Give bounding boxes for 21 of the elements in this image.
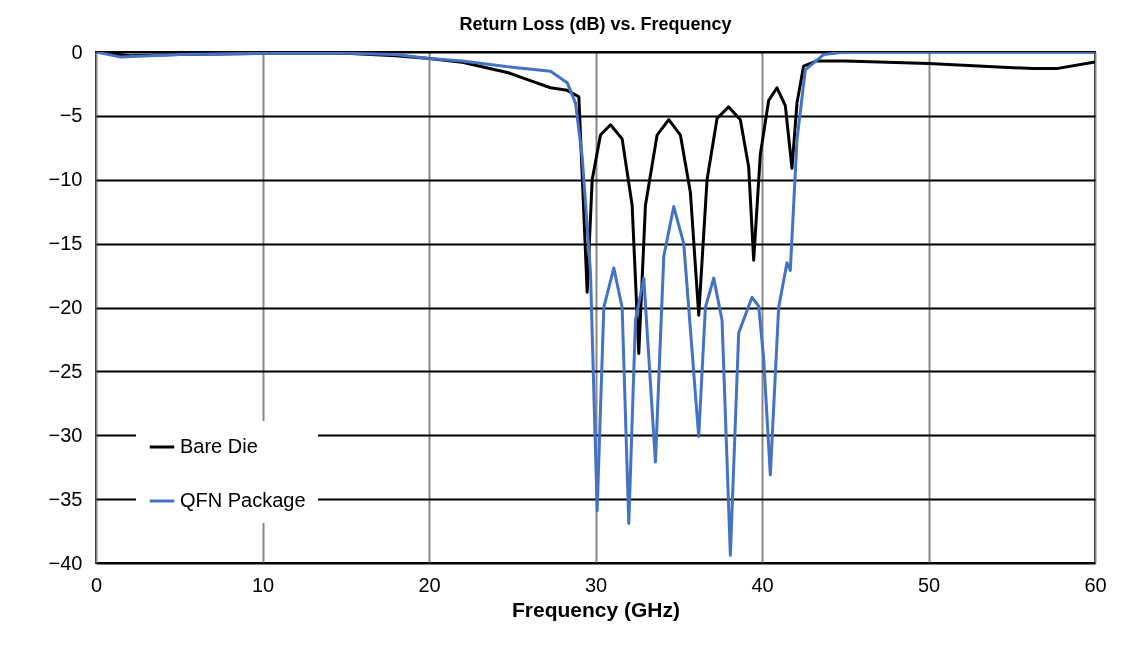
y-tick-label: −40 — [48, 551, 83, 574]
y-tick-label: −20 — [48, 296, 83, 318]
legend-label: QFN Package — [180, 489, 306, 511]
y-tick-label: −30 — [48, 423, 83, 446]
y-tick-label: −25 — [48, 359, 83, 382]
x-tick-label: 40 — [751, 573, 774, 596]
x-tick-label: 60 — [1084, 573, 1107, 596]
x-tick-label: 20 — [418, 573, 441, 596]
y-tick-label: −15 — [48, 232, 83, 255]
x-tick-label: 50 — [917, 573, 941, 596]
chart-title: Return Loss (dB) vs. Frequency — [459, 14, 732, 34]
legend-label: Bare Die — [180, 435, 258, 457]
x-tick-label: 30 — [584, 573, 608, 596]
x-tick-label: 10 — [251, 573, 275, 596]
line-series — [96, 52, 1095, 557]
y-tick-label: 0 — [71, 40, 83, 63]
y-tick-label: −5 — [59, 104, 83, 127]
y-tick-label: −35 — [48, 487, 83, 510]
x-tick-label: 0 — [90, 573, 103, 596]
x-axis-title: Frequency (GHz) — [511, 597, 681, 621]
y-tick-label: −10 — [48, 168, 83, 191]
